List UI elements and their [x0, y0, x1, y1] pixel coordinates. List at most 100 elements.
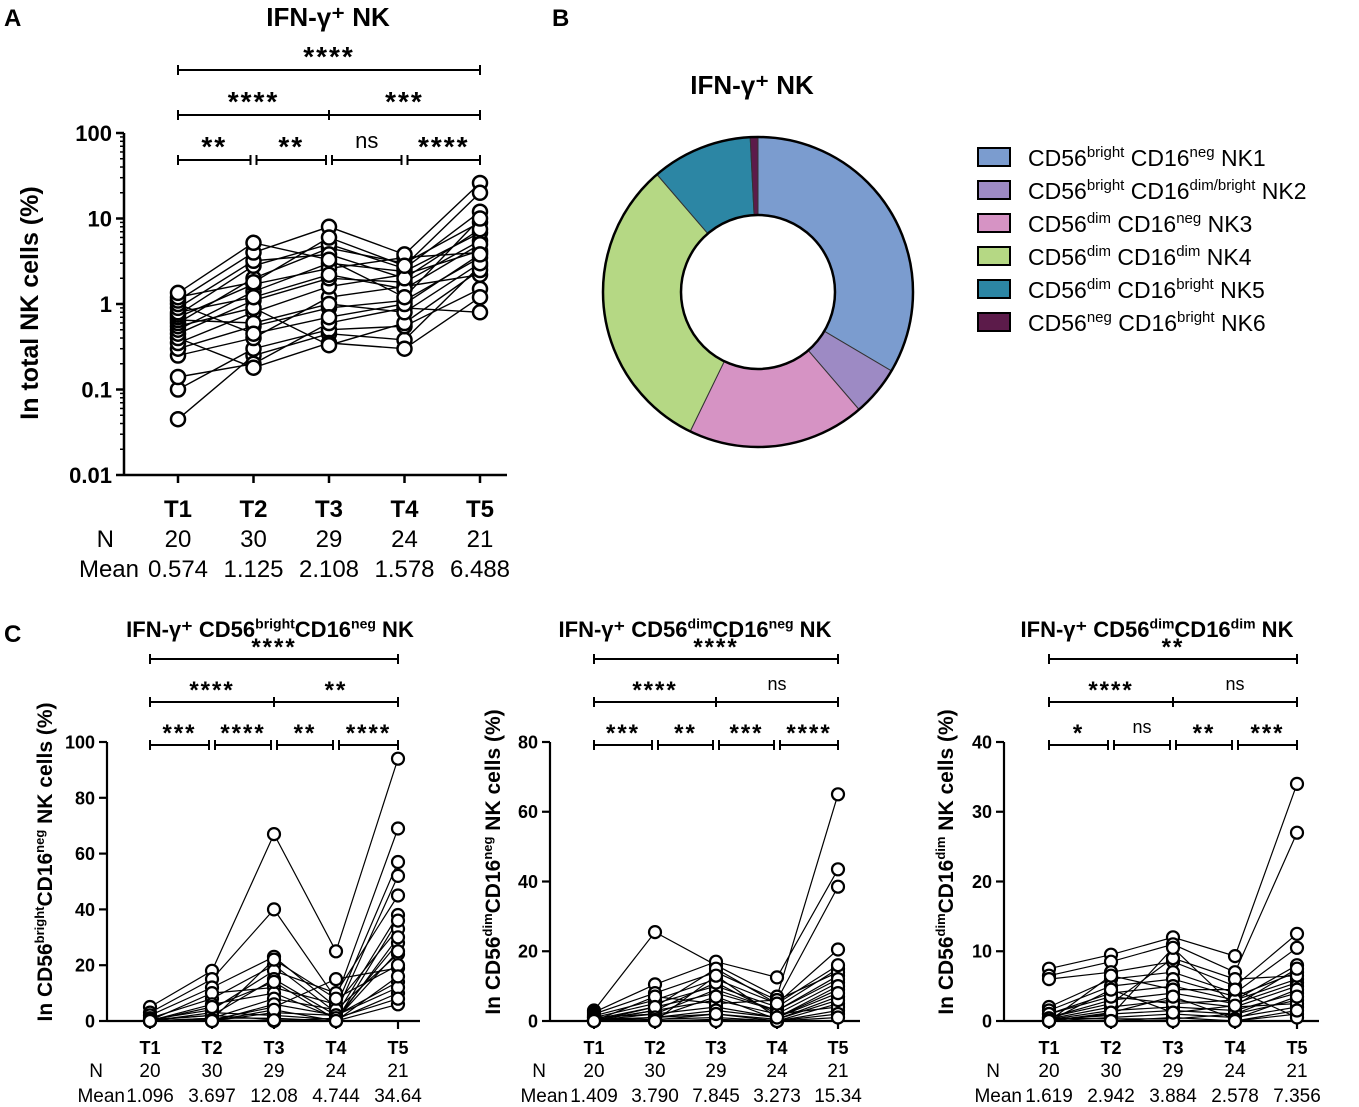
panel-c3-data-point	[1227, 948, 1243, 964]
panel-b-legend-swatch	[977, 312, 1011, 332]
panel-a-x-tick-label: T4	[390, 496, 419, 523]
panel-c1-data-point	[204, 1013, 220, 1029]
panel-a-data-point	[320, 295, 338, 313]
panel-c3-data-point	[1041, 971, 1057, 987]
panel-c3-data-point	[1227, 982, 1243, 997]
panel-c2-data-point	[830, 787, 846, 802]
panel-a-mean-label: Mean	[79, 556, 139, 583]
panel-c1-data-point	[390, 913, 406, 928]
panel-c1-y-tick-label: 80	[75, 788, 95, 808]
panel-a-significance-label: **	[201, 131, 227, 162]
panel-a-data-point	[320, 336, 338, 354]
panel-a-n-value: 29	[316, 526, 343, 553]
panel-c2-mean-value: 3.273	[753, 1086, 801, 1107]
panel-c3-data-point	[1041, 1013, 1057, 1029]
panel-c3-data-point	[1289, 989, 1305, 1004]
panel-c1-significance-bracket	[273, 697, 399, 707]
panel-a-x-tick-label: T5	[466, 496, 494, 523]
panel-a-y-tick-label: 0.01	[69, 463, 112, 488]
panel-c2-data-point	[830, 1010, 846, 1025]
panel-a-data-point	[471, 304, 489, 321]
panel-a-significance-bracket	[177, 155, 252, 165]
panel-c2-mean-value: 1.409	[570, 1086, 618, 1107]
panel-a-y-tick-label: 0.1	[81, 377, 112, 402]
panel-c2-data-point	[708, 968, 724, 983]
panel-c3-data-point	[1227, 1013, 1243, 1029]
panel-c2-data-point	[830, 985, 846, 1001]
panel-c1-mean-value: 12.08	[250, 1086, 298, 1107]
panel-c3-significance-bracket	[1172, 697, 1298, 707]
panel-c2-data-point	[830, 879, 846, 894]
panel-c1-data-point	[390, 944, 406, 959]
panel-a-data-point	[396, 288, 413, 306]
panel-c3-significance-label: ns	[1132, 717, 1151, 737]
panel-c1-data-point	[390, 991, 406, 1006]
panel-b-donut-outline	[601, 135, 915, 449]
panel-c2-data-point	[586, 1013, 602, 1029]
panel-c2-mean-value: 3.790	[631, 1086, 679, 1107]
panel-a-data-point	[169, 368, 187, 386]
panel-c2-data-point	[830, 862, 846, 877]
panel-c2-y-tick-label: 0	[528, 1011, 538, 1031]
panel-a-significance-label: ***	[385, 86, 424, 117]
panel-a-significance-bracket	[255, 155, 327, 165]
panel-c1-mean-label: Mean	[77, 1086, 125, 1107]
panel-c1-n-value: 20	[139, 1061, 160, 1082]
panel-a-significance-bracket	[406, 155, 481, 165]
panel-b-legend-label: CD56bright CD16dim/bright NK2	[1028, 177, 1307, 204]
panel-b-legend-label: CD56dim CD16neg NK3	[1028, 210, 1252, 237]
panel-c1-significance-label: **	[325, 677, 348, 704]
panel-c3-data-point	[1103, 1013, 1119, 1029]
panel-a-data-point	[320, 229, 338, 246]
panel-c1-n-label: N	[89, 1061, 103, 1082]
panel-c3-x-tick-label: T4	[1224, 1038, 1245, 1058]
panel-c2-significance-bracket	[779, 740, 839, 750]
panel-b-legend-swatch	[977, 246, 1011, 266]
panel-b-legend-swatch	[977, 180, 1011, 200]
panel-c2-significance-label: ***	[606, 720, 640, 747]
panel-c3-significance-bracket	[1113, 740, 1171, 750]
panel-c1-mean-value: 34.64	[374, 1086, 422, 1107]
panel-a-y-axis-label: In total NK cells (%)	[16, 186, 44, 419]
panel-b-legend-label: CD56bright CD16neg NK1	[1028, 144, 1266, 171]
panel-b-legend-swatch	[977, 147, 1011, 167]
panel-a-data-point	[396, 257, 413, 275]
panel-c2-title: IFN-γ⁺ CD56dimCD16neg NK	[559, 616, 832, 642]
panel-c3-data-point	[1289, 776, 1305, 792]
panel-c1-data-point	[266, 974, 282, 990]
panel-c2-data-point	[830, 942, 846, 957]
panel-c3-data-point	[1103, 968, 1119, 983]
panel-c2-n-label: N	[532, 1061, 546, 1082]
panel-b-legend-label: CD56neg CD16bright NK6	[1028, 309, 1266, 336]
panel-c2-n-value: 20	[583, 1061, 604, 1082]
panel-c3-n-value: 20	[1038, 1061, 1059, 1082]
panel-c2-data-point	[708, 1006, 724, 1022]
panel-c3-data-point	[1289, 961, 1305, 976]
panel-c1-data-point	[142, 1013, 158, 1029]
panel-c3-chart: 0 10 20 30 40 T1 20 1.619 T2 30 2.942 T3 29 3.884 T4 24…	[933, 616, 1321, 1107]
panel-a-significance-label: ****	[418, 131, 470, 162]
panel-c1-data-point	[390, 969, 406, 984]
panel-c1-x-tick-label: T1	[139, 1038, 160, 1058]
panel-c1-y-tick-label: 40	[75, 900, 95, 920]
panel-c3-significance-bracket	[1175, 740, 1233, 750]
panel-c1-data-point	[390, 888, 406, 903]
panel-b-legend-label: CD56dim CD16dim NK4	[1028, 243, 1252, 270]
panel-c3-x-tick-label: T3	[1162, 1038, 1183, 1058]
panel-c1-y-tick-label: 100	[65, 732, 95, 752]
panel-c3-significance-label: **	[1162, 634, 1185, 661]
panel-c2-y-axis-label: In CD56dimCD16neg NK cells (%)	[480, 709, 505, 1014]
panel-c3-y-tick-label: 40	[972, 732, 992, 752]
panel-a-data-point	[320, 266, 338, 283]
panel-c3-mean-value: 7.356	[1273, 1086, 1321, 1107]
panel-c1-significance-bracket	[276, 740, 334, 750]
panel-c1-y-tick-label: 0	[85, 1011, 95, 1031]
panel-c1-x-tick-label: T5	[387, 1038, 408, 1058]
panel-b-legend-label: CD56dim CD16bright NK5	[1028, 276, 1265, 303]
panel-c3-mean-value: 1.619	[1025, 1086, 1073, 1107]
panel-c3-y-axis-label: In CD56dimCD16dim NK cells (%)	[933, 709, 958, 1014]
panel-c3-significance-bracket	[1048, 740, 1109, 750]
panel-c3-n-label: N	[986, 1061, 1000, 1082]
panel-c3-y-tick-label: 0	[982, 1011, 992, 1031]
panel-c2-n-value: 30	[644, 1061, 665, 1082]
